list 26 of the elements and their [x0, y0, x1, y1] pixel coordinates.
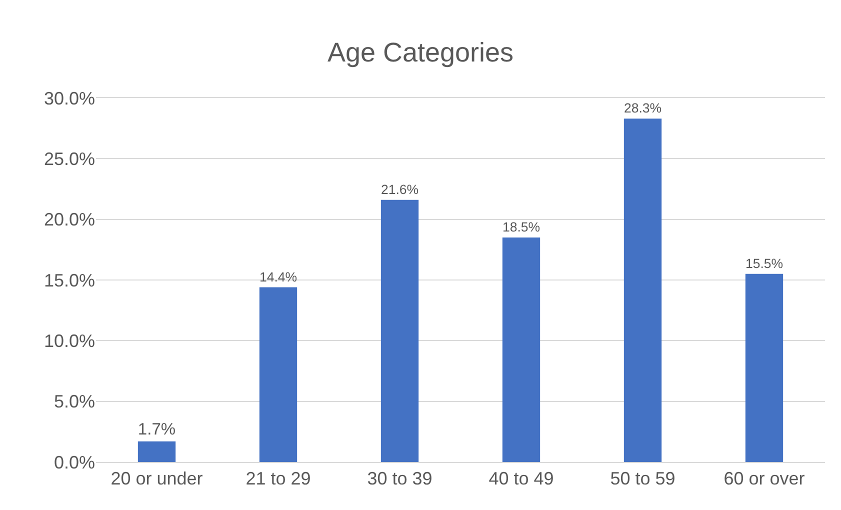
- data-label: 15.5%: [745, 256, 784, 271]
- bar: [138, 441, 176, 462]
- x-tick-label: 50 to 59: [610, 468, 676, 489]
- y-tick-label: 15.0%: [44, 270, 95, 290]
- bar: [502, 238, 540, 462]
- y-tick-label: 0.0%: [54, 452, 95, 472]
- data-label: 21.6%: [380, 182, 419, 197]
- bar: [380, 200, 419, 462]
- x-tick-label: 20 or under: [110, 468, 203, 489]
- x-tick-label: 21 to 29: [246, 468, 311, 489]
- bar: [259, 287, 298, 462]
- y-tick-label: 20.0%: [44, 210, 95, 230]
- data-label: 14.4%: [259, 269, 298, 284]
- data-label: 18.5%: [502, 220, 540, 235]
- x-tick-label: 60 or over: [724, 468, 805, 489]
- bar: [745, 274, 784, 462]
- x-tick-label: 40 to 49: [488, 468, 554, 489]
- y-tick-label: 10.0%: [44, 330, 95, 351]
- x-tick-label: 30 to 39: [367, 468, 432, 489]
- bar: [624, 118, 662, 462]
- data-label: 28.3%: [624, 100, 662, 116]
- chart-title: Age Categories: [327, 37, 514, 68]
- y-tick-label: 25.0%: [44, 148, 95, 169]
- y-tick-label: 30.0%: [44, 88, 95, 108]
- data-label: 1.7%: [138, 420, 176, 439]
- y-tick-label: 5.0%: [54, 392, 95, 412]
